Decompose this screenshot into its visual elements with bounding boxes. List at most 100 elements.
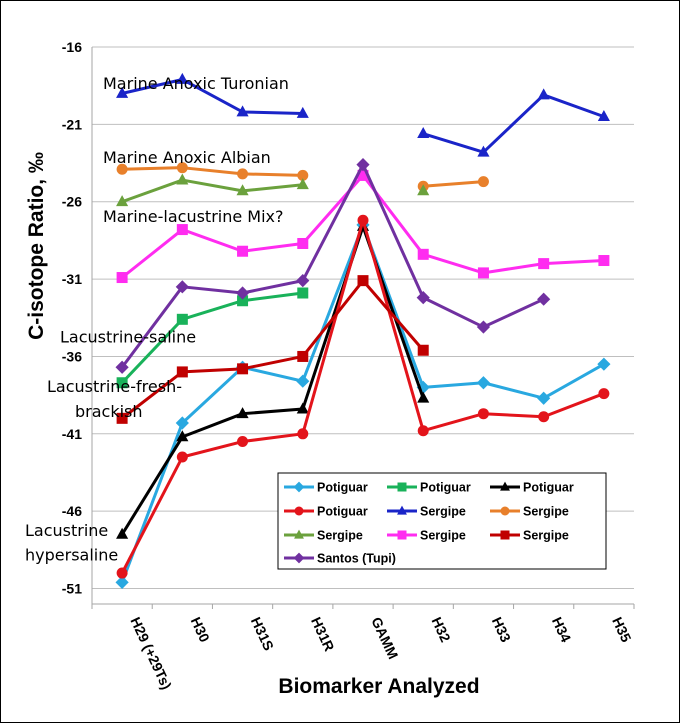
data-point: [598, 255, 610, 267]
data-point: [236, 407, 249, 419]
legend-item: Potiguar: [387, 481, 471, 495]
series-line: [120, 163, 545, 369]
data-point: [417, 425, 429, 437]
data-point: [116, 195, 129, 207]
data-point: [296, 402, 309, 414]
annotation-label: Marine Anoxic Turonian: [103, 74, 289, 93]
legend-marker: [293, 481, 305, 493]
legend-label: Potiguar: [317, 481, 368, 495]
legend-item: Potiguar: [284, 481, 368, 495]
data-point: [477, 176, 489, 188]
annotation-label: hypersaline: [25, 546, 118, 565]
annotation-label: brackish: [75, 402, 143, 421]
data-point: [176, 451, 188, 463]
x-tick-label: GAMM: [368, 615, 401, 662]
data-point: [237, 436, 249, 448]
data-point: [476, 376, 491, 390]
legend-item: Potiguar: [284, 505, 368, 519]
data-point: [417, 344, 429, 356]
legend-item: Santos (Tupi): [284, 552, 396, 566]
x-tick-label: H32: [429, 615, 454, 645]
legend-label: Santos (Tupi): [317, 552, 396, 566]
data-point: [176, 162, 188, 174]
legend-marker: [397, 530, 407, 540]
x-tick-label: H33: [489, 615, 514, 645]
legend-item: Sergipe: [490, 529, 569, 543]
series-line: [121, 178, 303, 204]
data-point: [237, 295, 249, 307]
legend-marker: [397, 482, 407, 492]
data-point: [597, 110, 610, 122]
data-point: [175, 416, 189, 430]
data-point: [235, 286, 250, 300]
series-5: [116, 72, 610, 157]
data-point: [357, 214, 369, 226]
series-2: [116, 287, 309, 389]
data-point: [237, 363, 249, 375]
series-7: [116, 173, 430, 207]
y-tick-label: -46: [62, 503, 82, 519]
series-line: [121, 291, 303, 384]
y-tick-label: -36: [62, 348, 82, 364]
annotation-label: Lacustrine-fresh-: [47, 377, 182, 396]
data-point: [296, 106, 309, 118]
data-point: [236, 184, 249, 196]
series-line: [122, 166, 303, 177]
data-point: [417, 391, 430, 403]
annotation-label: Marine-lacustrine Mix?: [103, 207, 284, 226]
data-point: [357, 169, 369, 181]
annotation-label: Lacustrine: [25, 521, 108, 540]
legend-marker: [294, 529, 304, 539]
data-point: [176, 366, 188, 378]
legend-label: Potiguar: [317, 505, 368, 519]
data-point: [237, 168, 249, 180]
data-point: [296, 178, 309, 190]
legend-item: Sergipe: [387, 505, 466, 519]
x-tick-label: H31R: [308, 615, 338, 654]
data-point: [115, 360, 129, 374]
data-point: [537, 88, 550, 100]
y-tick-label: -21: [62, 116, 82, 132]
legend-marker: [293, 552, 305, 564]
y-tick-label: -31: [62, 271, 82, 287]
x-tick-label: H31S: [248, 615, 277, 654]
x-tick-label: H30: [188, 615, 213, 645]
data-point: [116, 272, 128, 284]
data-point: [176, 224, 188, 236]
series-8: [116, 169, 610, 284]
series-10: [115, 157, 551, 374]
data-point: [116, 567, 128, 579]
data-point: [537, 292, 551, 306]
data-point: [538, 258, 550, 270]
data-point: [597, 357, 611, 371]
data-point: [297, 428, 309, 440]
legend-box: [277, 472, 607, 570]
legend-label: Sergipe: [420, 505, 466, 519]
data-point: [297, 287, 309, 299]
data-point: [236, 105, 249, 117]
data-point: [116, 412, 128, 424]
x-tick-label: H35: [609, 615, 634, 645]
legend: Potiguar Potiguar Potiguar Potiguar Sergipe S…: [277, 472, 607, 570]
legend-marker: [294, 506, 304, 516]
data-point: [416, 291, 430, 305]
y-tick-label: -51: [62, 581, 82, 597]
data-point: [297, 350, 309, 362]
data-point: [116, 377, 128, 389]
legend-item: Sergipe: [490, 505, 569, 519]
data-point: [296, 274, 310, 288]
series-line: [121, 77, 303, 116]
legend-item: Sergipe: [284, 529, 363, 543]
data-point: [417, 127, 430, 139]
data-point: [176, 430, 189, 442]
data-point: [116, 86, 129, 98]
data-point: [598, 388, 610, 400]
data-point: [477, 145, 490, 157]
data-point: [297, 169, 309, 181]
legend-label: Potiguar: [420, 481, 471, 495]
data-point: [237, 245, 249, 257]
data-point: [357, 275, 369, 287]
legend-label: Sergipe: [317, 529, 363, 543]
data-point: [477, 408, 489, 420]
series-4: [116, 214, 610, 579]
